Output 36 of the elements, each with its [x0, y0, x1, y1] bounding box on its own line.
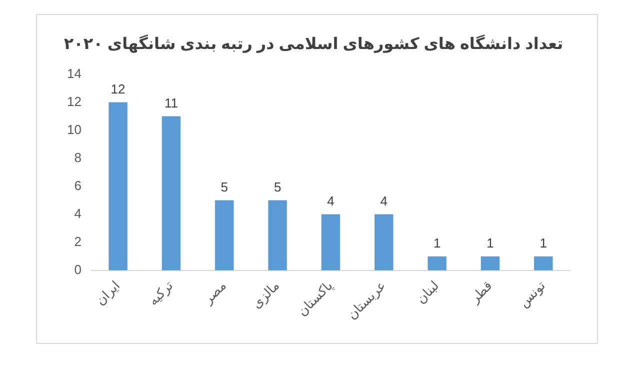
data-label: 5 — [274, 179, 282, 194]
y-tick-label: 14 — [66, 66, 82, 81]
bar — [428, 256, 446, 270]
data-label: 12 — [110, 81, 126, 96]
x-tick-label: قطر — [466, 278, 496, 307]
x-tick-label: ایران — [92, 278, 124, 309]
bar — [108, 102, 128, 270]
y-tick-label: 10 — [66, 122, 82, 137]
x-tick-label: مالزی — [248, 278, 283, 312]
bar — [215, 200, 234, 270]
data-label: 4 — [327, 193, 334, 208]
x-tick-label: عربستان — [344, 278, 390, 323]
x-tick-label: ترکیه — [146, 278, 177, 309]
data-label: 1 — [540, 235, 548, 250]
data-label: 11 — [164, 95, 178, 110]
x-tick-label: مصر — [200, 278, 230, 308]
y-tick-label: 12 — [66, 94, 82, 109]
y-tick-label: 8 — [74, 150, 82, 165]
x-tick-label: تونس — [516, 278, 550, 311]
y-tick-label: 6 — [74, 178, 82, 193]
y-tick-label: 4 — [74, 206, 82, 221]
y-tick-label: 2 — [74, 234, 82, 249]
bar — [534, 256, 553, 270]
data-label: 5 — [220, 179, 228, 194]
chart-title: تعداد دانشگاه های کشورهای اسلامی در رتبه بندی شانگهای ۲۰۲۰ — [64, 34, 564, 54]
bar — [162, 116, 181, 270]
data-label: 1 — [433, 235, 441, 250]
bar — [480, 256, 500, 270]
data-label: 4 — [380, 193, 388, 208]
bar — [374, 214, 394, 270]
x-tick-label: لبنان — [413, 278, 442, 306]
bar — [321, 214, 340, 270]
x-tick-label: پاکستان — [294, 278, 336, 320]
bar — [268, 200, 287, 270]
data-label: 1 — [486, 235, 494, 250]
y-tick-label: 0 — [74, 262, 82, 277]
